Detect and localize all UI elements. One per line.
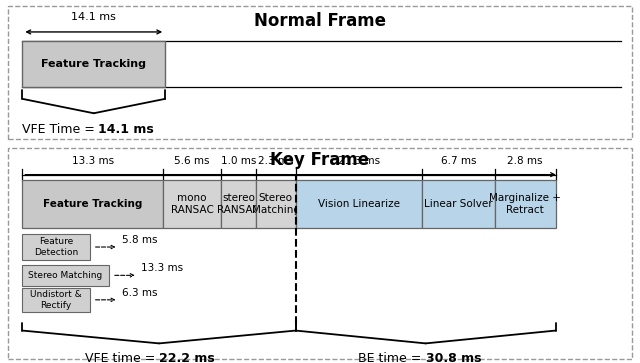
Text: Stereo
Matching: Stereo Matching	[252, 193, 300, 215]
Text: 6.7 ms: 6.7 ms	[441, 156, 476, 166]
Text: Key Frame: Key Frame	[271, 151, 369, 169]
FancyBboxPatch shape	[22, 41, 165, 87]
Text: BE time =: BE time =	[358, 352, 426, 363]
Text: 6.3 ms: 6.3 ms	[122, 287, 157, 298]
Text: 13.3 ms: 13.3 ms	[72, 156, 114, 166]
FancyBboxPatch shape	[22, 180, 163, 228]
Text: VFE Time =: VFE Time =	[22, 123, 99, 136]
Text: 14.1 ms: 14.1 ms	[71, 12, 116, 22]
Text: stereo
RANSAC: stereo RANSAC	[217, 193, 260, 215]
Text: 2.3 ms: 2.3 ms	[258, 156, 294, 166]
Text: Marginalize +
Retract: Marginalize + Retract	[489, 193, 561, 215]
Text: 21.3 ms: 21.3 ms	[338, 156, 380, 166]
Text: Stereo Matching: Stereo Matching	[28, 271, 103, 280]
Text: mono
RANSAC: mono RANSAC	[171, 193, 213, 215]
FancyBboxPatch shape	[22, 234, 90, 260]
Text: 13.3 ms: 13.3 ms	[141, 263, 183, 273]
Text: Vision Linearize: Vision Linearize	[318, 199, 400, 209]
Text: 30.8 ms: 30.8 ms	[426, 352, 481, 363]
FancyBboxPatch shape	[22, 288, 90, 312]
Text: 14.1 ms: 14.1 ms	[98, 123, 154, 136]
FancyBboxPatch shape	[422, 180, 495, 228]
Text: 5.8 ms: 5.8 ms	[122, 235, 157, 245]
Text: Feature Tracking: Feature Tracking	[43, 199, 143, 209]
Text: 22.2 ms: 22.2 ms	[159, 352, 215, 363]
Text: Undistort &
Rectify: Undistort & Rectify	[30, 290, 82, 310]
Text: VFE time =: VFE time =	[84, 352, 159, 363]
Text: Feature
Detection: Feature Detection	[34, 237, 78, 257]
FancyBboxPatch shape	[22, 265, 109, 286]
Text: Feature Tracking: Feature Tracking	[41, 59, 147, 69]
Text: 2.8 ms: 2.8 ms	[508, 156, 543, 166]
Text: 5.6 ms: 5.6 ms	[174, 156, 210, 166]
FancyBboxPatch shape	[495, 180, 556, 228]
FancyBboxPatch shape	[296, 180, 422, 228]
Text: 1.0 ms: 1.0 ms	[221, 156, 256, 166]
FancyBboxPatch shape	[163, 180, 221, 228]
FancyBboxPatch shape	[221, 180, 256, 228]
FancyBboxPatch shape	[256, 180, 296, 228]
Text: Linear Solver: Linear Solver	[424, 199, 493, 209]
Text: Normal Frame: Normal Frame	[254, 12, 386, 30]
